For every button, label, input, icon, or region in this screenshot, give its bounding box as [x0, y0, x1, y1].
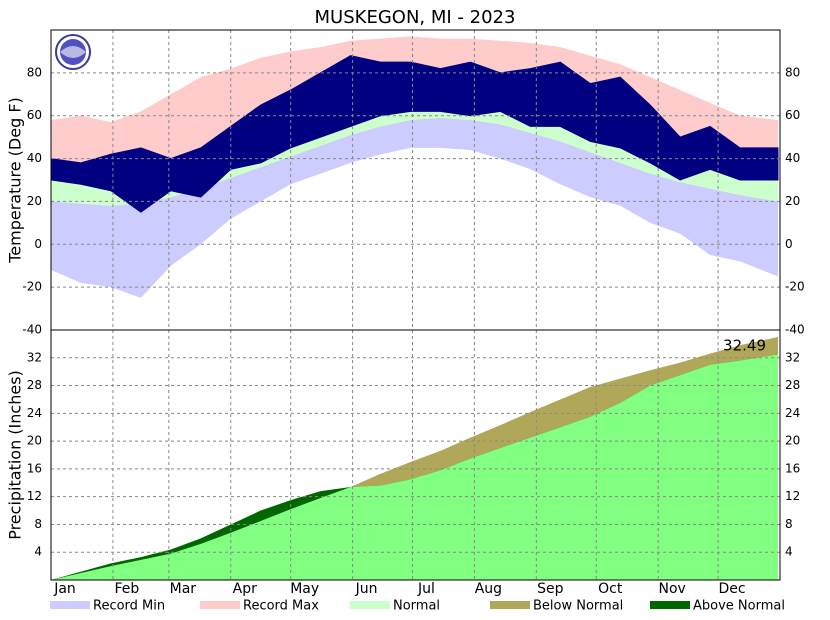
y2-tick-label: 8: [785, 517, 793, 531]
x-tick-label: Nov: [659, 581, 686, 597]
normal-area: [51, 72, 779, 206]
y2-tick-label: 40: [785, 151, 800, 165]
y2-tick-label: 20: [785, 194, 800, 208]
y2-tick-label: 24: [785, 406, 800, 420]
y2-tick-label: 28: [785, 378, 800, 392]
y2-tick-label: 4: [785, 545, 793, 559]
y-tick-label: 16: [27, 461, 42, 475]
y-tick-label: 12: [27, 489, 42, 503]
y-tick-label: 32: [27, 350, 42, 364]
legend-label: Below Normal: [533, 599, 623, 614]
y-tick-label: 40: [27, 151, 42, 165]
y2-tick-label: 0: [785, 237, 793, 251]
x-tick-label: Sep: [537, 581, 564, 597]
legend-swatch: [650, 601, 690, 609]
x-tick-label: Jan: [53, 581, 76, 597]
legend-label: Record Min: [93, 599, 165, 614]
noaa-logo: [55, 34, 91, 70]
y-tick-label: 4: [34, 545, 42, 559]
y-tick-label: 8: [34, 517, 42, 531]
y-tick-label: -40: [22, 323, 42, 337]
y-tick-label: 80: [27, 65, 42, 79]
chart-title: MUSKEGON, MI - 2023: [315, 7, 516, 28]
legend-label: Above Normal: [693, 599, 785, 614]
legend-swatch: [490, 601, 530, 609]
legend-swatch: [50, 601, 90, 609]
legend-swatch: [350, 601, 390, 609]
y2-tick-label: 32: [785, 350, 800, 364]
y-tick-label: -20: [22, 280, 42, 294]
y-tick-label: 28: [27, 378, 42, 392]
legend-swatch: [200, 601, 240, 609]
x-tick-label: Jun: [355, 581, 378, 597]
plot-frame: [50, 29, 781, 581]
x-tick-label: Mar: [170, 581, 197, 597]
y2-tick-label: 80: [785, 65, 800, 79]
y2-tick-label: 12: [785, 489, 800, 503]
x-tick-label: Aug: [475, 581, 502, 597]
x-tick-label: May: [290, 581, 319, 597]
x-tick-label: Dec: [719, 581, 746, 597]
y-tick-label: 20: [27, 434, 42, 448]
record-max-area: [51, 36, 779, 178]
y2-tick-label: -40: [785, 323, 805, 337]
plot-areas: [50, 36, 779, 580]
x-tick-label: Feb: [115, 581, 140, 597]
observed-temp-area: [50, 55, 779, 213]
y-axis-label: Precipitation (Inches): [6, 370, 25, 540]
y-axis-label: Temperature (Deg F): [6, 97, 25, 264]
y-tick-label: 24: [27, 406, 42, 420]
y2-tick-label: 16: [785, 461, 800, 475]
x-tick-label: Apr: [233, 581, 257, 597]
y-tick-label: 60: [27, 108, 42, 122]
y-tick-label: 20: [27, 194, 42, 208]
y-tick-label: 0: [34, 237, 42, 251]
legend-label: Record Max: [243, 599, 319, 614]
legend-label: Normal: [393, 599, 440, 614]
x-tick-label: Jul: [417, 581, 435, 597]
y2-tick-label: 20: [785, 434, 800, 448]
x-tick-label: Oct: [598, 581, 623, 597]
total-label: 32.49: [723, 337, 766, 355]
y2-tick-label: -20: [785, 280, 805, 294]
y2-tick-label: 60: [785, 108, 800, 122]
